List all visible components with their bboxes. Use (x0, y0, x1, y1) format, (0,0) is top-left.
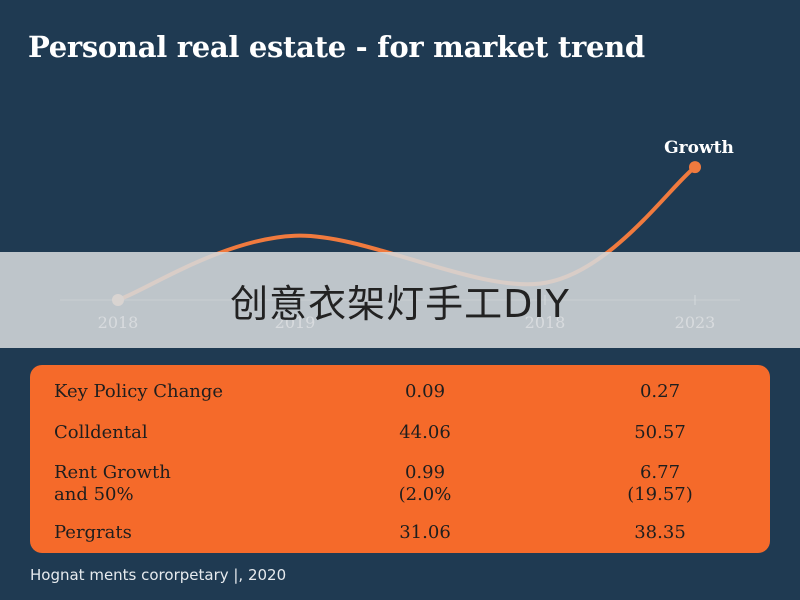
row-value-a: 31.06 (399, 522, 451, 543)
row-value-a: 0.99 (2.0% (398, 462, 452, 505)
row-label: Rent Growth and 50% (54, 462, 171, 505)
row-value-a: 44.06 (399, 422, 451, 443)
overlay-banner: 创意衣架灯手工DIY (0, 252, 800, 348)
data-table: Key Policy Change 0.09 0.27 Colldental 4… (30, 365, 770, 553)
data-point (689, 161, 701, 174)
row-label: Pergrats (54, 522, 132, 543)
row-value-b: 50.57 (634, 422, 686, 443)
page-title: Personal real estate - for market trend (28, 30, 645, 64)
row-value-a: 0.09 (404, 381, 446, 402)
overlay-banner-text: 创意衣架灯手工DIY (230, 281, 570, 326)
growth-annotation: Growth (664, 138, 734, 158)
row-value-b: 38.35 (634, 522, 686, 543)
row-value-b: 0.27 (639, 381, 681, 402)
row-label: Colldental (54, 422, 148, 443)
footer-note: Hognat ments cororpetary |, 2020 (30, 566, 287, 584)
row-label: Key Policy Change (54, 381, 224, 402)
row-value-b: 6.77 (19.57) (627, 462, 693, 505)
